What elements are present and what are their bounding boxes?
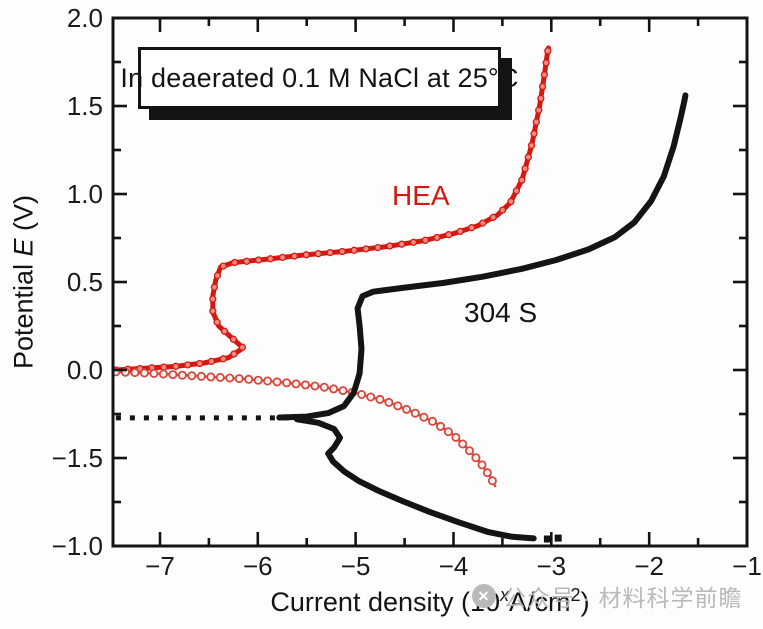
s304-series-label: 304 S	[464, 297, 538, 328]
x-tick-label: −6	[243, 551, 273, 581]
electrolyte-annotation-text: In deaerated 0.1 M NaCl at 25°C	[120, 62, 519, 93]
y-tick-label: 0.5	[67, 267, 103, 297]
wechat-emoji-icon: ✕	[472, 584, 496, 608]
x-tick-label: −1	[732, 551, 762, 581]
x-tick-label: −3	[536, 551, 566, 581]
hea-series-label: HEA	[392, 180, 450, 211]
tick-labels: −7 −6 −5 −4 −3 −2 −1 2.0 1.5 1.0 0.5 0.0 −1.5 −1.0	[52, 3, 762, 581]
curves-layer	[111, 45, 689, 543]
hea-cathodic-branch-curve	[111, 367, 497, 488]
hea-anodic-branch-curve	[112, 45, 552, 374]
x-tick-label: −7	[145, 551, 175, 581]
electrolyte-annotation-box: In deaerated 0.1 M NaCl at 25°C	[120, 47, 518, 109]
y-tick-label: 1.5	[67, 91, 103, 121]
axis-ticks	[113, 16, 749, 548]
x-axis-title: Current density (10xA/cm2)	[270, 585, 590, 617]
watermark: ✕ 公众号 · 材料科学前瞻	[472, 579, 742, 613]
y-tick-label: 1.0	[67, 179, 103, 209]
x-tick-label: −4	[439, 551, 469, 581]
y-tick-label: −1.0	[52, 531, 103, 561]
x-tick-label: −2	[634, 551, 664, 581]
watermark-text: 公众号 · 材料科学前瞻	[503, 585, 743, 611]
y-tick-label: 0.0	[67, 355, 103, 385]
y-axis-title: Potential E (V)	[8, 194, 39, 370]
304s-anodic-branch-curve	[276, 92, 689, 421]
y-tick-label: 2.0	[67, 3, 103, 33]
304s-cathodic-branch-curve	[293, 416, 562, 543]
x-tick-label: −5	[341, 551, 371, 581]
y-tick-label: −1.5	[52, 443, 103, 473]
